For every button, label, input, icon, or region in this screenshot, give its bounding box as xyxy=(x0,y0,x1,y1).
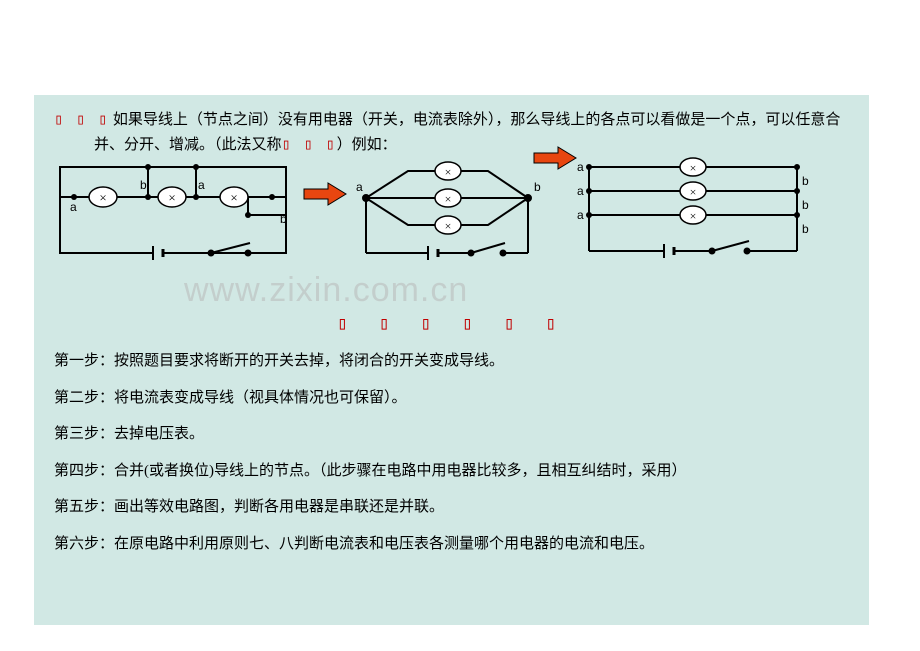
step-2: 第二步：将电流表变成导线（视具体情况也可保留）。 xyxy=(54,387,849,410)
svg-text:×: × xyxy=(99,190,106,205)
label-a: a xyxy=(70,200,77,214)
label-b: b xyxy=(802,198,809,212)
intro-paragraph: ▯ ▯ ▯ 如果导线上（节点之间）没有用电器（开关，电流表除外），那么导线上的各… xyxy=(54,107,849,157)
label-b: b xyxy=(280,212,287,226)
intro-boxes-1: ▯ ▯ ▯ xyxy=(54,110,109,128)
step-6: 第六步：在原电路中利用原则七、八判断电流表和电压表各测量哪个用电器的电流和电压。 xyxy=(54,533,849,556)
diagram-row: × × × a b a b xyxy=(54,163,849,293)
label-b: b xyxy=(534,180,541,194)
circuit-diagram-1: × × × a b a b xyxy=(48,153,298,283)
svg-text:×: × xyxy=(690,161,697,175)
intro-boxes-2: ▯ ▯ ▯ xyxy=(282,135,337,153)
slide: ▯ ▯ ▯ 如果导线上（节点之间）没有用电器（开关，电流表除外），那么导线上的各… xyxy=(34,95,869,625)
label-b: b xyxy=(802,222,809,236)
step-5: 第五步：画出等效电路图，判断各用电器是串联还是并联。 xyxy=(54,496,849,519)
intro-text-2: ）例如： xyxy=(337,137,397,153)
svg-text:×: × xyxy=(690,209,697,223)
circuit-diagram-2: × × × a b xyxy=(348,153,558,283)
label-a: a xyxy=(356,180,363,194)
step-1: 第一步：按照题目要求将断开的开关去掉，将闭合的开关变成导线。 xyxy=(54,350,849,373)
svg-text:×: × xyxy=(445,165,452,179)
arrow-icon-1 xyxy=(302,181,348,207)
subtitle-boxes: ▯ ▯ ▯ ▯ ▯ ▯ xyxy=(54,313,849,334)
svg-text:×: × xyxy=(690,185,697,199)
label-a: a xyxy=(577,184,584,198)
label-b: b xyxy=(802,174,809,188)
label-a: a xyxy=(198,178,205,192)
svg-text:×: × xyxy=(168,190,175,205)
svg-text:×: × xyxy=(230,190,237,205)
label-b: b xyxy=(140,178,147,192)
circuit-diagram-3: × × × a a a b b b xyxy=(569,151,819,281)
intro-text-1: 如果导线上（节点之间）没有用电器（开关，电流表除外），那么导线上的各点可以看做是… xyxy=(94,112,840,153)
label-a: a xyxy=(577,208,584,222)
step-4: 第四步：合并(或者换位)导线上的节点。（此步骤在电路中用电器比较多，且相互纠结时… xyxy=(54,460,849,483)
step-3: 第三步：去掉电压表。 xyxy=(54,423,849,446)
label-a: a xyxy=(577,160,584,174)
svg-text:×: × xyxy=(445,219,452,233)
svg-text:×: × xyxy=(445,192,452,206)
